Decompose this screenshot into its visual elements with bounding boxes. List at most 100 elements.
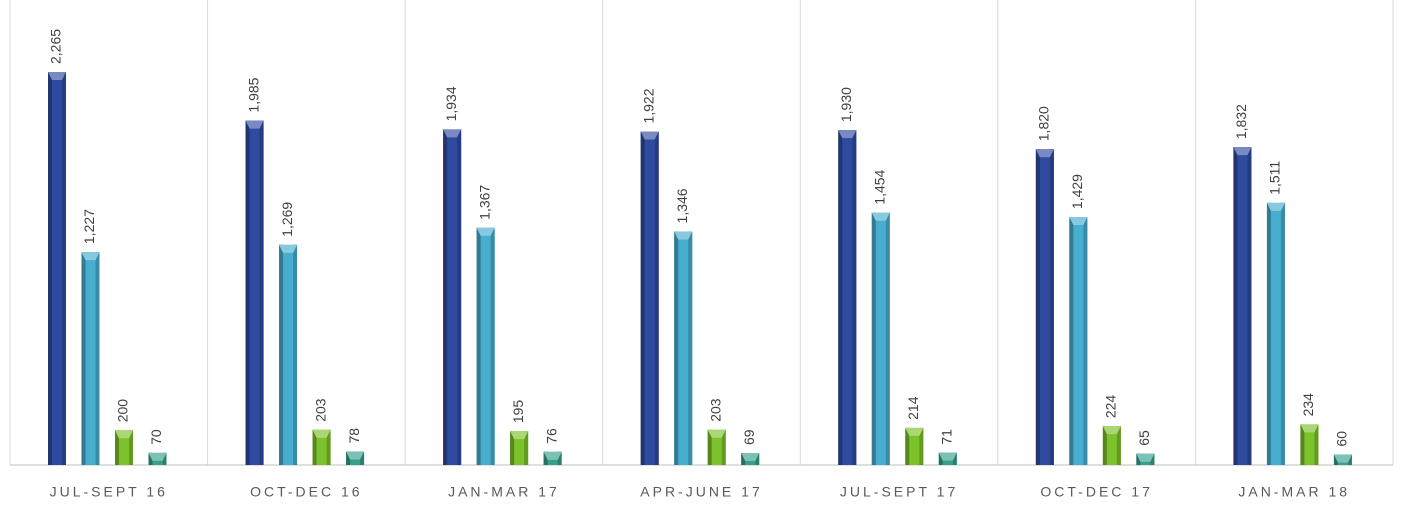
x-tick-label: JAN-MAR 18 bbox=[1238, 484, 1350, 500]
bar bbox=[1069, 217, 1088, 465]
bar-cap bbox=[48, 72, 66, 80]
bar-side bbox=[1266, 202, 1271, 466]
value-label: 2,265 bbox=[48, 29, 64, 64]
value-label: 71 bbox=[938, 429, 954, 445]
bar-cap bbox=[148, 452, 167, 461]
value-label: 76 bbox=[543, 428, 559, 444]
value-label: 1,820 bbox=[1036, 106, 1052, 141]
value-label: 1,454 bbox=[871, 169, 887, 204]
x-tick-label: APR-JUNE 17 bbox=[640, 484, 762, 500]
value-label: 1,346 bbox=[674, 188, 690, 223]
value-label: 60 bbox=[1334, 431, 1350, 447]
bar-side bbox=[871, 212, 876, 465]
bar-cap bbox=[938, 452, 957, 461]
bar-side bbox=[476, 227, 481, 465]
bar-side bbox=[885, 212, 890, 465]
bar bbox=[81, 252, 100, 465]
bar-cap bbox=[115, 430, 133, 439]
bar-side bbox=[62, 72, 66, 465]
bar-cap bbox=[1333, 454, 1352, 463]
bar bbox=[871, 212, 890, 465]
value-label: 234 bbox=[1300, 393, 1316, 417]
bar-cap bbox=[871, 212, 890, 221]
x-tick-label: OCT-DEC 16 bbox=[250, 484, 362, 500]
bar-side bbox=[838, 130, 843, 465]
bar-side bbox=[1347, 454, 1352, 465]
bar-cap bbox=[838, 130, 857, 139]
bar-side bbox=[741, 453, 746, 465]
bar-side bbox=[688, 231, 693, 465]
bar bbox=[1266, 202, 1285, 466]
bar-side bbox=[1247, 147, 1252, 465]
value-label: 200 bbox=[115, 399, 131, 423]
bar-cap bbox=[245, 120, 264, 129]
bar-side bbox=[905, 427, 910, 465]
bar-side bbox=[95, 252, 100, 465]
bar-side bbox=[510, 431, 515, 465]
value-label: 1,227 bbox=[81, 209, 97, 244]
bar-side bbox=[48, 72, 52, 465]
bar-side bbox=[148, 452, 153, 465]
value-label: 1,922 bbox=[640, 88, 656, 123]
bar-side bbox=[640, 131, 645, 465]
bar-cap bbox=[543, 451, 562, 460]
bar bbox=[1035, 149, 1054, 465]
value-label: 78 bbox=[346, 428, 362, 444]
bar-side bbox=[115, 430, 119, 465]
bar-cap bbox=[1035, 149, 1054, 158]
bar bbox=[443, 129, 462, 465]
bar bbox=[476, 227, 495, 465]
bar-side bbox=[1333, 454, 1338, 465]
bar-side bbox=[1083, 217, 1088, 465]
bar-cap bbox=[510, 431, 529, 440]
bar-cap bbox=[741, 453, 760, 462]
value-label: 70 bbox=[148, 429, 164, 445]
bar-side bbox=[457, 129, 462, 465]
bar bbox=[905, 427, 924, 465]
bar bbox=[640, 131, 659, 465]
bar-side bbox=[952, 452, 957, 465]
bar bbox=[838, 130, 857, 465]
value-label: 1,511 bbox=[1267, 161, 1283, 195]
bar-side bbox=[162, 452, 167, 465]
bar-side bbox=[755, 453, 760, 465]
x-tick-label: JAN-MAR 17 bbox=[448, 484, 560, 500]
bar-side bbox=[279, 244, 284, 465]
bar-side bbox=[1049, 149, 1054, 465]
bar-side bbox=[1280, 202, 1285, 466]
x-tick-label: JUL-SEPT 16 bbox=[50, 484, 168, 500]
bar-side bbox=[852, 130, 857, 465]
x-tick-label: JUL-SEPT 17 bbox=[840, 484, 958, 500]
bar-side bbox=[312, 429, 317, 465]
bar bbox=[312, 429, 331, 465]
bar-side bbox=[245, 120, 250, 466]
value-label: 224 bbox=[1103, 395, 1119, 419]
bar bbox=[1300, 424, 1319, 465]
bar-side bbox=[938, 452, 943, 465]
bar-side bbox=[259, 120, 264, 466]
value-label: 1,934 bbox=[443, 86, 459, 121]
bar-side bbox=[490, 227, 495, 465]
bar-side bbox=[1314, 424, 1319, 465]
bar-cap bbox=[1136, 453, 1155, 462]
value-label: 69 bbox=[741, 429, 757, 445]
bar-side bbox=[674, 231, 679, 465]
bar-side bbox=[1150, 453, 1155, 465]
bar-cap bbox=[1233, 147, 1252, 156]
bar-cap bbox=[674, 231, 693, 240]
value-label: 1,985 bbox=[245, 77, 261, 112]
bar bbox=[510, 431, 529, 465]
bar-cap bbox=[279, 244, 298, 253]
value-label: 1,930 bbox=[838, 87, 854, 122]
bar-side bbox=[721, 429, 726, 465]
bar-side bbox=[360, 451, 365, 465]
value-label: 1,429 bbox=[1069, 174, 1085, 209]
bar-cap bbox=[640, 131, 659, 140]
bar-cap bbox=[81, 252, 100, 261]
bar bbox=[674, 231, 693, 465]
bar-side bbox=[81, 252, 86, 465]
bar-side bbox=[326, 429, 331, 465]
bar-side bbox=[1116, 426, 1121, 465]
value-label: 203 bbox=[312, 398, 328, 422]
bar-cap bbox=[1266, 202, 1285, 211]
